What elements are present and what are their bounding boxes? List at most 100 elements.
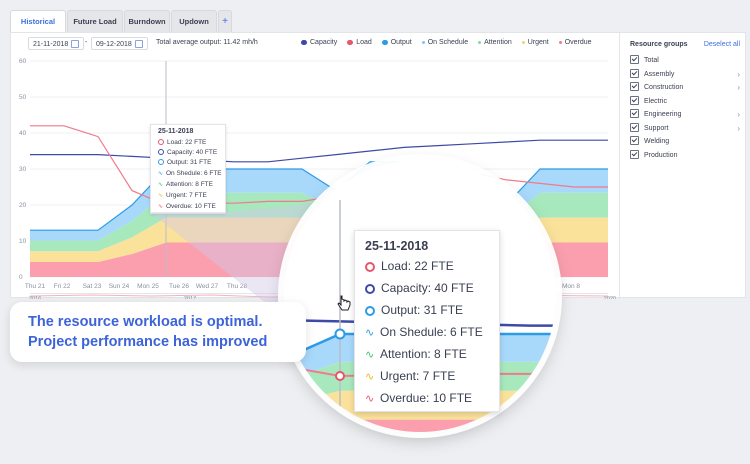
tooltip-row-attention: ∿ Attention: 8 FTE bbox=[365, 343, 467, 365]
circle-marker-icon bbox=[158, 139, 164, 146]
x-tick-label: Sat 23 bbox=[83, 283, 102, 290]
checkbox[interactable] bbox=[630, 95, 639, 105]
legend-capacity[interactable]: Capacity bbox=[301, 39, 337, 46]
legend-attention[interactable]: Attention bbox=[478, 39, 512, 46]
checkbox[interactable] bbox=[630, 122, 639, 132]
wave-icon: ∿ bbox=[365, 393, 375, 405]
hand-cursor-icon bbox=[337, 295, 351, 311]
date-to-field[interactable]: 09-12-2018 bbox=[91, 37, 148, 50]
callout-line-2: Project performance has improved bbox=[28, 334, 268, 350]
tooltip-row-overdue: ∿ Overdue: 10 FTE bbox=[158, 201, 216, 212]
x-tick-label: Wed 27 bbox=[196, 283, 219, 290]
y-tick-label: 10 bbox=[19, 238, 27, 245]
chevron-right-icon[interactable]: › bbox=[737, 83, 740, 92]
tooltip-row-on-schedule: ∿ On Shedule: 6 FTE bbox=[158, 168, 222, 179]
legend-output[interactable]: Output bbox=[381, 39, 412, 46]
checkbox[interactable] bbox=[630, 108, 639, 118]
calendar-icon bbox=[71, 40, 80, 49]
x-tick-label: Sun 24 bbox=[109, 283, 130, 290]
wave-icon: ∿ bbox=[158, 204, 164, 210]
chevron-right-icon[interactable]: › bbox=[737, 70, 740, 79]
y-tick-label: 40 bbox=[19, 130, 27, 137]
eye-icon bbox=[347, 39, 354, 45]
y-tick-label: 20 bbox=[19, 202, 27, 209]
eye-icon bbox=[381, 39, 388, 45]
chevron-right-icon[interactable]: › bbox=[737, 110, 740, 119]
y-tick-label: 60 bbox=[19, 58, 27, 65]
legend-overdue[interactable]: Overdue bbox=[558, 39, 592, 46]
callout-line-1: The resource workload is optimal. bbox=[28, 314, 263, 330]
chevron-right-icon[interactable]: › bbox=[737, 124, 740, 133]
tooltip-row-output: Output: 31 FTE bbox=[365, 299, 463, 321]
magnified-output-point bbox=[334, 328, 346, 340]
tab-future-load[interactable]: Future Load bbox=[67, 10, 123, 32]
date-to-value: 09-12-2018 bbox=[96, 41, 132, 48]
deselect-all-link[interactable]: Deselect all bbox=[703, 41, 740, 48]
dot-icon bbox=[478, 40, 482, 44]
total-average-output: Total average output: 11.42 mh/h bbox=[156, 39, 258, 46]
tooltip-date: 25-11-2018 bbox=[365, 239, 429, 253]
checkbox[interactable] bbox=[630, 135, 639, 145]
tooltip-row-urgent: ∿ Urgent: 7 FTE bbox=[158, 190, 207, 201]
resource-group-electric[interactable]: Electric bbox=[630, 95, 740, 108]
tooltip-row-attention: ∿ Attention: 8 FTE bbox=[158, 179, 213, 190]
checkbox[interactable] bbox=[630, 68, 639, 78]
resource-group-welding[interactable]: Welding bbox=[630, 135, 740, 148]
wave-icon: ∿ bbox=[365, 349, 375, 361]
x-tick-label: Thu 28 bbox=[227, 283, 248, 290]
resource-group-assembly[interactable]: Assembly › bbox=[630, 68, 740, 81]
x-tick-label: Fri 22 bbox=[54, 283, 71, 290]
timeline-year-label: 2016 bbox=[29, 296, 41, 299]
x-tick-label: Tue 26 bbox=[169, 283, 189, 290]
resource-groups-panel: Resource groups Deselect all Total Assem… bbox=[619, 33, 748, 299]
load-line bbox=[30, 125, 608, 206]
y-tick-label: 0 bbox=[19, 274, 23, 281]
date-from-value: 21-11-2018 bbox=[33, 41, 69, 48]
legend-load[interactable]: Load bbox=[347, 39, 372, 46]
timeline-year-label: 2020 bbox=[604, 296, 616, 299]
circle-marker-icon bbox=[365, 305, 375, 316]
wave-icon: ∿ bbox=[158, 171, 164, 177]
tooltip-row-capacity: Capacity: 40 FTE bbox=[365, 277, 474, 299]
resource-group-production[interactable]: Production bbox=[630, 149, 740, 162]
dot-icon bbox=[558, 40, 562, 44]
timeline-year-label: 2017 bbox=[184, 296, 196, 299]
magnified-load-point bbox=[335, 371, 345, 381]
capacity-line bbox=[30, 139, 608, 163]
resource-group-support[interactable]: Support › bbox=[630, 122, 740, 135]
checkbox[interactable] bbox=[630, 81, 639, 91]
dot-icon bbox=[521, 40, 525, 44]
tooltip-date: 25-11-2018 bbox=[158, 128, 194, 135]
chart-toolbar: 21-11-2018 - 09-12-2018 Total average ou… bbox=[11, 33, 619, 53]
resource-group-engineering[interactable]: Engineering › bbox=[630, 108, 740, 121]
tab-updown[interactable]: Updown bbox=[171, 10, 217, 32]
legend-on-schedule[interactable]: On Schedule bbox=[421, 39, 468, 46]
checkbox[interactable] bbox=[630, 149, 639, 159]
tooltip-row-load: Load: 22 FTE bbox=[365, 255, 454, 277]
tooltip-row-output: Output: 31 FTE bbox=[158, 157, 211, 168]
tooltip-row-overdue: ∿ Overdue: 10 FTE bbox=[365, 387, 472, 409]
circle-marker-icon bbox=[365, 283, 375, 294]
resource-group-total[interactable]: Total bbox=[630, 54, 740, 67]
x-tick-label: Thu 21 bbox=[25, 283, 46, 290]
resource-groups-title: Resource groups bbox=[630, 41, 688, 48]
y-tick-label: 50 bbox=[19, 94, 27, 101]
circle-marker-icon bbox=[365, 261, 375, 272]
x-tick-label: Mon 8 bbox=[562, 283, 580, 290]
eye-icon bbox=[301, 39, 307, 45]
date-from-field[interactable]: 21-11-2018 bbox=[28, 37, 85, 50]
checkbox[interactable] bbox=[630, 54, 639, 64]
add-tab-button[interactable]: + bbox=[218, 10, 232, 32]
y-tick-label: 30 bbox=[19, 166, 27, 173]
dot-icon bbox=[421, 40, 425, 44]
wave-icon: ∿ bbox=[158, 193, 164, 199]
tab-historical-load[interactable]: Historical Load bbox=[10, 10, 66, 48]
resource-group-construction[interactable]: Construction › bbox=[630, 81, 740, 94]
promo-callout: The resource workload is optimal. Projec… bbox=[10, 302, 306, 362]
chart-tooltip-small: 25-11-2018 Load: 22 FTE Capacity: 40 FTE… bbox=[150, 124, 226, 214]
tooltip-row-on-schedule: ∿ On Shedule: 6 FTE bbox=[365, 321, 483, 343]
wave-icon: ∿ bbox=[158, 182, 164, 188]
tab-burndown[interactable]: Burndown bbox=[124, 10, 170, 32]
legend-urgent[interactable]: Urgent bbox=[521, 39, 549, 46]
circle-marker-icon bbox=[158, 149, 164, 156]
